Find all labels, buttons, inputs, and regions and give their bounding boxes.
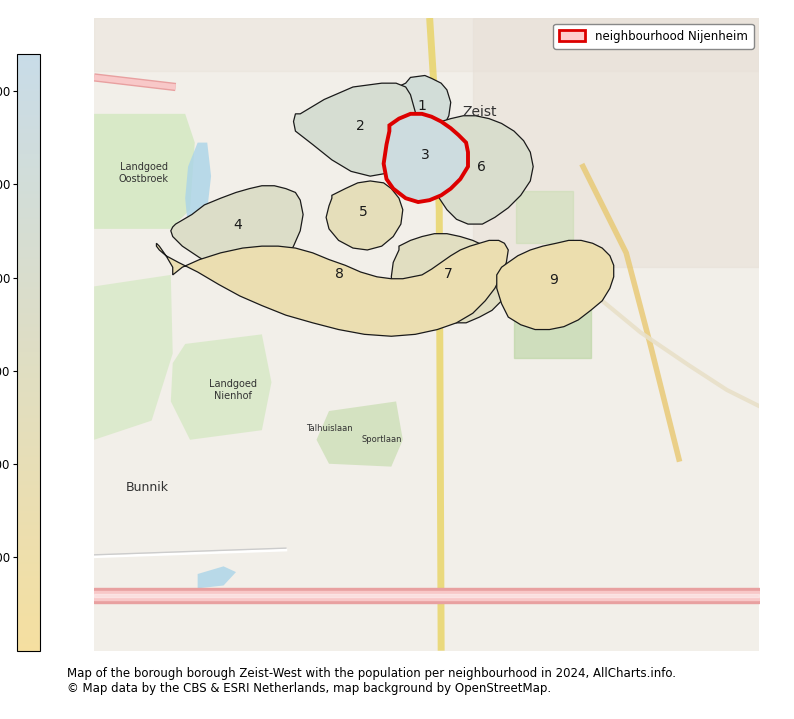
- Polygon shape: [317, 401, 403, 467]
- Text: Zeist: Zeist: [462, 105, 497, 119]
- Polygon shape: [437, 116, 534, 224]
- Text: 6: 6: [476, 160, 486, 174]
- Bar: [94, 18, 759, 70]
- Polygon shape: [384, 114, 468, 202]
- Text: 9: 9: [549, 273, 558, 287]
- Polygon shape: [294, 83, 418, 176]
- Polygon shape: [198, 567, 236, 588]
- Text: 4: 4: [233, 219, 242, 232]
- Polygon shape: [185, 142, 211, 229]
- Text: 5: 5: [359, 206, 368, 219]
- Text: 3: 3: [421, 148, 430, 162]
- Text: 7: 7: [445, 267, 453, 281]
- Polygon shape: [389, 75, 451, 141]
- Bar: [516, 191, 573, 243]
- Text: Map of the borough borough Zeist-West with the population per neighbourhood in 2: Map of the borough borough Zeist-West wi…: [67, 667, 676, 679]
- Polygon shape: [156, 240, 508, 336]
- Text: Bunnik: Bunnik: [125, 481, 168, 494]
- Polygon shape: [326, 181, 403, 250]
- Polygon shape: [94, 114, 195, 229]
- Polygon shape: [391, 234, 508, 323]
- Legend: neighbourhood Nijenheim: neighbourhood Nijenheim: [553, 24, 754, 49]
- Text: 8: 8: [335, 267, 344, 280]
- Bar: [472, 18, 759, 267]
- Text: Landgoed
Oostbroek: Landgoed Oostbroek: [119, 162, 169, 184]
- Text: Landgoed
Nienhof: Landgoed Nienhof: [209, 379, 257, 400]
- Polygon shape: [497, 240, 614, 329]
- Polygon shape: [171, 186, 303, 275]
- Text: 1: 1: [417, 99, 426, 113]
- Text: Talhuislaan: Talhuislaan: [306, 423, 353, 433]
- Polygon shape: [94, 275, 173, 440]
- Text: © Map data by the CBS & ESRI Netherlands, map background by OpenStreetMap.: © Map data by the CBS & ESRI Netherlands…: [67, 682, 552, 695]
- Text: Sportlaan: Sportlaan: [361, 435, 402, 444]
- Text: 2: 2: [357, 119, 365, 133]
- Bar: [514, 296, 591, 358]
- Polygon shape: [171, 334, 272, 440]
